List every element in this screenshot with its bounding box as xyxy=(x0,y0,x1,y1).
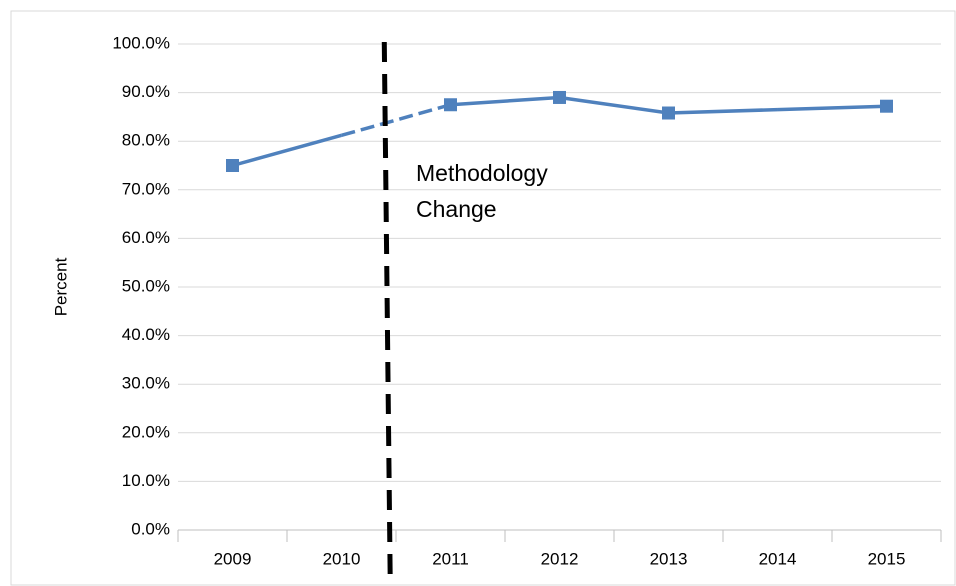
y-tick-label: 40.0% xyxy=(122,325,170,344)
y-tick-label: 80.0% xyxy=(122,131,170,150)
line-segment xyxy=(559,95,669,115)
line-segment xyxy=(668,107,778,115)
y-axis-label: Percent xyxy=(51,257,70,316)
annotation: Methodology xyxy=(416,160,548,186)
y-tick-label: 30.0% xyxy=(122,374,170,393)
y-tick-label: 70.0% xyxy=(122,179,170,198)
marker xyxy=(880,99,893,113)
y-tick-label: 10.0% xyxy=(122,471,170,490)
x-tick-label: 2011 xyxy=(432,549,469,568)
marker xyxy=(662,106,675,120)
x-tick-label: 2014 xyxy=(759,549,797,568)
line-segment xyxy=(450,95,560,107)
x-tick-label: 2013 xyxy=(650,549,688,568)
y-tick-label: 0.0% xyxy=(131,519,170,538)
annotation: Change xyxy=(416,196,497,222)
y-tick-label: 20.0% xyxy=(122,422,170,441)
chart-border xyxy=(10,10,956,586)
methodology-divider xyxy=(381,41,393,586)
x-tick-label: 2012 xyxy=(541,549,579,568)
marker xyxy=(444,98,457,112)
y-tick-label: 60.0% xyxy=(122,228,170,247)
y-tick-label: 90.0% xyxy=(122,82,170,101)
line-segment xyxy=(232,133,342,168)
y-tick-label: 100.0% xyxy=(112,33,170,52)
marker xyxy=(226,159,239,172)
line-segment xyxy=(777,104,887,112)
x-tick-label: 2009 xyxy=(214,549,252,568)
x-tick-label: 2015 xyxy=(868,549,906,568)
marker xyxy=(553,90,566,104)
x-tick-label: 2010 xyxy=(323,549,361,568)
y-tick-label: 50.0% xyxy=(122,276,170,295)
